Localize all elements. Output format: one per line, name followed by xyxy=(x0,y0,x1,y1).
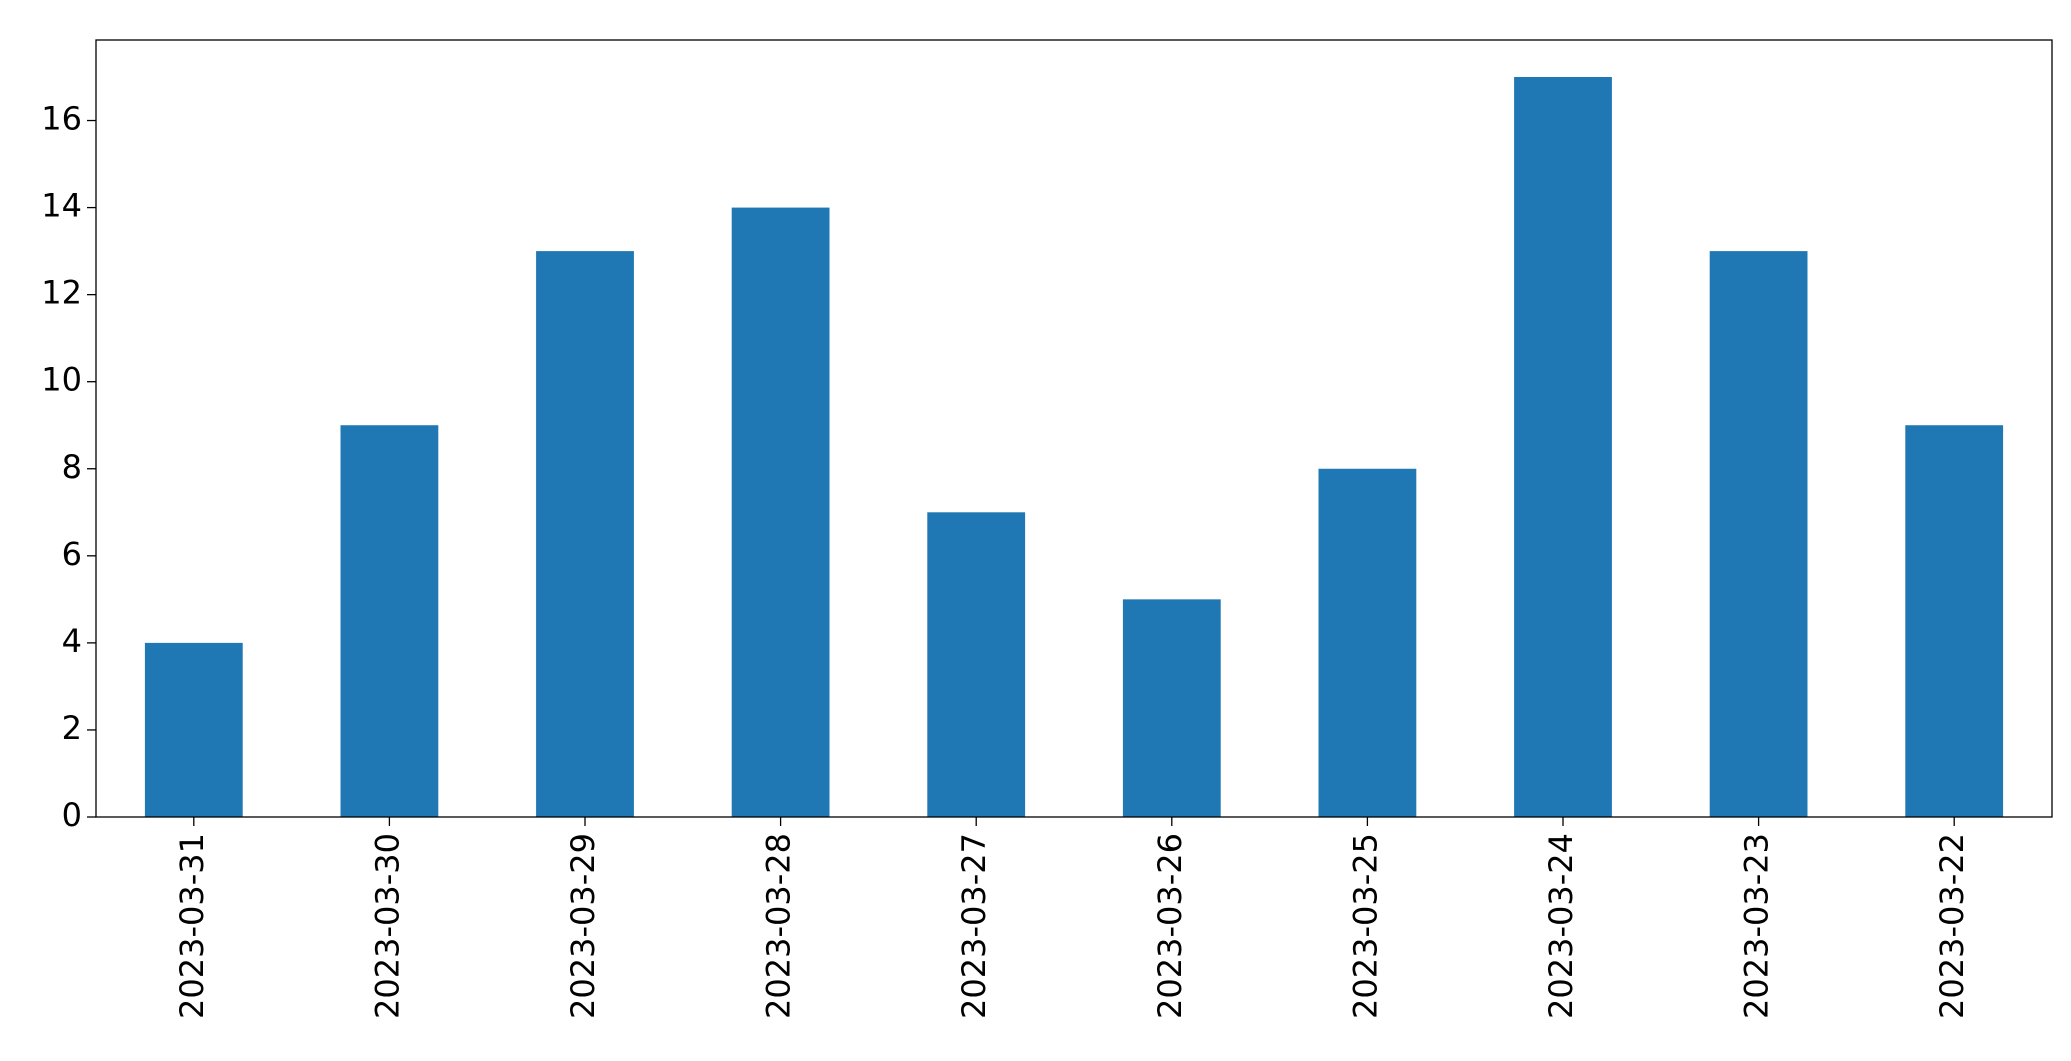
y-tick-label: 0 xyxy=(62,796,82,834)
bar xyxy=(731,207,830,817)
bar xyxy=(1709,251,1808,817)
y-tick-label: 6 xyxy=(62,535,82,573)
y-tick-label: 8 xyxy=(62,448,82,486)
y-tick-label: 2 xyxy=(62,709,82,747)
bar xyxy=(1318,468,1417,817)
x-tick-label: 2023-03-29 xyxy=(564,833,602,1019)
bar xyxy=(1122,599,1221,817)
bar xyxy=(536,251,634,817)
x-tick-label: 2023-03-26 xyxy=(1151,833,1189,1019)
x-tick-label: 2023-03-24 xyxy=(1542,833,1580,1019)
x-tick-label: 2023-03-27 xyxy=(955,833,993,1019)
y-tick-label: 16 xyxy=(41,100,82,138)
y-tick-label: 14 xyxy=(41,187,82,225)
y-tick-label: 4 xyxy=(62,622,82,660)
x-tick-label: 2023-03-23 xyxy=(1738,833,1776,1019)
bar xyxy=(144,642,243,817)
bar xyxy=(1514,77,1612,817)
y-tick-label: 10 xyxy=(41,361,82,399)
plot-frame xyxy=(95,39,2053,818)
y-tick-label: 12 xyxy=(41,274,82,312)
x-tick-label: 2023-03-31 xyxy=(173,833,211,1019)
x-tick-label: 2023-03-22 xyxy=(1933,833,1971,1019)
bar xyxy=(927,512,1026,817)
x-tick-label: 2023-03-30 xyxy=(368,833,406,1019)
bar xyxy=(1905,425,2004,817)
x-tick-label: 2023-03-25 xyxy=(1346,833,1384,1019)
bar xyxy=(340,425,439,817)
x-tick-label: 2023-03-28 xyxy=(760,833,798,1019)
